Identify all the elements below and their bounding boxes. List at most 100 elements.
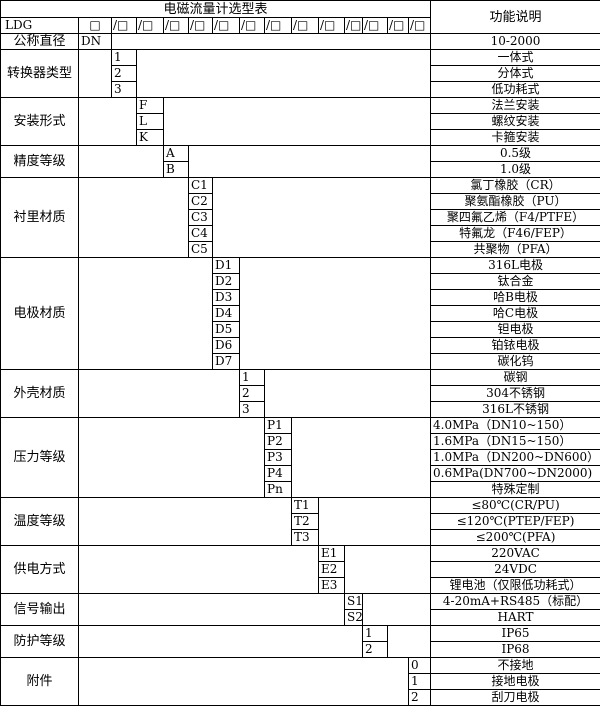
model-segment-box: /□ bbox=[318, 17, 345, 34]
option-code: 2 bbox=[111, 65, 137, 82]
option-description: 4-20mA+RS485（标配） bbox=[430, 593, 600, 610]
option-code: C4 bbox=[188, 225, 213, 242]
model-segment-box: /□ bbox=[212, 17, 240, 34]
table-title: 电磁流量计选型表 bbox=[0, 0, 432, 18]
option-code: C1 bbox=[188, 177, 213, 194]
option-row: 电极材质 D1 316L电极 bbox=[0, 257, 600, 370]
blank-cell bbox=[211, 177, 432, 258]
option-description: 1.0级 bbox=[430, 161, 600, 178]
option-code: P3 bbox=[264, 449, 292, 466]
option-description: 锂电池（仅限低功耗式） bbox=[430, 577, 600, 594]
option-code: 1 bbox=[239, 369, 265, 386]
option-description: ≤120℃(PTEP/FEP) bbox=[430, 513, 600, 530]
model-segment-box: /□ bbox=[344, 17, 363, 34]
blank-cell bbox=[78, 593, 345, 626]
option-code: 1 bbox=[111, 49, 137, 66]
option-code: D3 bbox=[212, 289, 240, 306]
option-description: 1.0MPa（DN200~DN600） bbox=[430, 449, 600, 466]
option-code: D6 bbox=[212, 337, 240, 354]
option-code: C2 bbox=[188, 193, 213, 210]
option-code: F bbox=[136, 97, 164, 114]
blank-cell bbox=[78, 417, 265, 498]
option-description: 哈B电极 bbox=[430, 289, 600, 306]
blank-cell bbox=[78, 545, 319, 594]
group-label: 电极材质 bbox=[0, 257, 79, 370]
model-segment-box: /□ bbox=[188, 17, 213, 34]
blank-cell bbox=[78, 625, 363, 658]
group-label: 精度等级 bbox=[0, 145, 79, 178]
nominal-row: 公称直径 DN 10-2000 bbox=[0, 33, 600, 50]
option-row: 衬里材质 C1 氯丁橡胶（CR） bbox=[0, 177, 600, 258]
nominal-desc: 10-2000 bbox=[430, 33, 600, 50]
option-row: C2 聚氨酯橡胶（PU） bbox=[1, 193, 600, 210]
model-segment-box: /□ bbox=[407, 17, 432, 34]
option-code: 3 bbox=[111, 81, 137, 98]
option-code: L bbox=[136, 113, 164, 130]
group-label: 防护等级 bbox=[0, 625, 79, 658]
option-description: 氯丁橡胶（CR） bbox=[430, 177, 600, 194]
option-row: 供电方式 E1 220VAC bbox=[0, 545, 600, 594]
option-description: 碳化钨 bbox=[430, 353, 600, 370]
option-description: HART bbox=[430, 609, 600, 626]
group-label: 附件 bbox=[0, 657, 79, 706]
option-row: E2 24VDC bbox=[1, 561, 600, 578]
group-label: 温度等级 bbox=[0, 497, 79, 546]
option-code: P2 bbox=[264, 433, 292, 450]
option-code: D2 bbox=[212, 273, 240, 290]
blank-cell bbox=[238, 257, 432, 370]
option-description: ≤200℃(PFA) bbox=[430, 529, 600, 546]
option-description: 钛合金 bbox=[430, 273, 600, 290]
option-row: 外壳材质 1 碳钢 bbox=[0, 369, 600, 418]
model-segment-box: /□ bbox=[387, 17, 409, 34]
option-code: 2 bbox=[362, 641, 388, 658]
option-code: P4 bbox=[264, 465, 292, 482]
option-code: T1 bbox=[291, 497, 319, 514]
option-code: Pn bbox=[264, 481, 292, 498]
option-code: S1 bbox=[344, 593, 363, 610]
option-code: D4 bbox=[212, 305, 240, 322]
group-label: 衬里材质 bbox=[0, 177, 79, 258]
blank-cell bbox=[263, 369, 432, 418]
blank-cell bbox=[78, 257, 213, 370]
model-segment-box: /□ bbox=[239, 17, 265, 34]
option-description: 0.6MPa(DN700~DN2000) bbox=[430, 465, 600, 482]
model-box: □ bbox=[78, 17, 112, 34]
option-code: E3 bbox=[318, 577, 345, 594]
group-label: 信号输出 bbox=[0, 593, 79, 626]
blank-cell bbox=[78, 497, 292, 546]
option-row: D5 钽电极 bbox=[1, 321, 600, 338]
group-label: 安装形式 bbox=[0, 97, 79, 146]
option-row: 防护等级 1 IP65 bbox=[0, 625, 600, 658]
group-label: 供电方式 bbox=[0, 545, 79, 594]
blank-cell bbox=[135, 49, 432, 98]
option-row: 2 IP68 bbox=[1, 641, 600, 658]
model-segment-box: /□ bbox=[291, 17, 319, 34]
blank-cell bbox=[361, 593, 432, 626]
blank-cell bbox=[78, 177, 189, 258]
blank-cell bbox=[187, 145, 432, 178]
option-description: 刮刀电极 bbox=[430, 689, 600, 706]
option-description: 聚四氟乙烯（F4/PTFE） bbox=[430, 209, 600, 226]
model-segment-box: /□ bbox=[111, 17, 137, 34]
blank-cell bbox=[386, 625, 432, 658]
function-header: 功能说明 bbox=[430, 0, 600, 34]
option-code: K bbox=[136, 129, 164, 146]
option-code: 2 bbox=[407, 689, 432, 706]
option-description: 接地电极 bbox=[430, 673, 600, 690]
blank-cell bbox=[78, 369, 240, 418]
option-code: 0 bbox=[407, 657, 432, 674]
option-row: 转换器类型 1 一体式 bbox=[0, 49, 600, 98]
option-row: 精度等级 A 0.5级 bbox=[0, 145, 600, 178]
option-row: 安装形式 F 法兰安装 bbox=[0, 97, 600, 146]
option-description: 低功耗式 bbox=[430, 81, 600, 98]
option-row: 附件 0 不接地 bbox=[0, 657, 600, 706]
option-description: 特氟龙（F46/FEP） bbox=[430, 225, 600, 242]
option-row: 3 低功耗式 bbox=[1, 81, 600, 98]
option-code: C3 bbox=[188, 209, 213, 226]
model-segment-box: /□ bbox=[264, 17, 292, 34]
option-description: 1.6MPa（DN15~150） bbox=[430, 433, 600, 450]
model-segment-box: /□ bbox=[136, 17, 164, 34]
option-description: 316L电极 bbox=[430, 257, 600, 274]
option-row: K 卡箍安装 bbox=[1, 129, 600, 146]
